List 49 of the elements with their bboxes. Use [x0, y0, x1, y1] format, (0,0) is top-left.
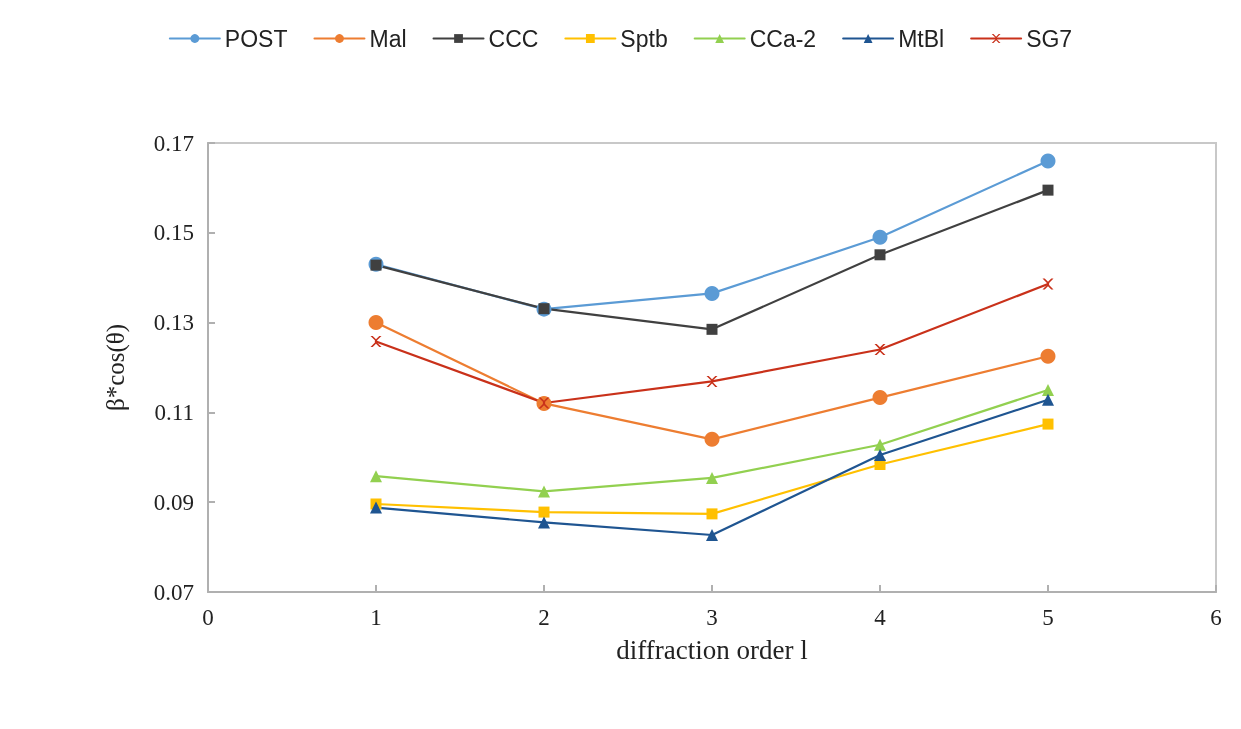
point: [1042, 383, 1054, 396]
y-tick-label: 0.09: [153, 489, 194, 515]
x-tick-label: 5: [1042, 605, 1054, 630]
point: [706, 508, 718, 520]
point: [704, 285, 720, 301]
x-tick-label: 4: [874, 605, 887, 630]
point: [1042, 418, 1054, 430]
point: [1040, 153, 1056, 169]
point: [370, 470, 382, 483]
x-tick-label: 1: [370, 605, 382, 630]
point: [704, 431, 720, 447]
point: [370, 501, 382, 514]
point: [706, 375, 718, 387]
point: [1042, 278, 1054, 290]
point: [874, 438, 886, 451]
legend-label: MtBl: [898, 25, 945, 52]
point: [1042, 184, 1054, 196]
x-tick-label: 2: [538, 605, 550, 630]
point: [874, 344, 886, 356]
legend-label: CCa-2: [749, 25, 817, 52]
point: [706, 471, 718, 484]
legend-label: Sptb: [620, 25, 668, 52]
y-tick-label: 0.17: [153, 130, 194, 156]
legend-label: CCC: [488, 25, 539, 52]
point: [538, 516, 550, 529]
y-tick-label: 0.07: [153, 579, 194, 605]
point: [538, 506, 550, 518]
y-axis-title: β*cos(θ): [102, 323, 130, 412]
point: [872, 390, 888, 406]
y-tick-label: 0.13: [153, 310, 194, 336]
point: [706, 323, 718, 335]
legend-label: Mal: [369, 25, 407, 52]
legend-label: POST: [224, 25, 288, 52]
point: [1042, 393, 1054, 406]
x-axis-title: diffraction order l: [616, 634, 808, 665]
point: [874, 449, 886, 462]
point: [874, 249, 886, 261]
point: [1040, 348, 1056, 364]
legend-label: SG7: [1026, 25, 1073, 52]
point: [370, 335, 382, 347]
point: [872, 229, 888, 245]
point: [706, 528, 718, 541]
y-tick-label: 0.15: [153, 220, 194, 246]
x-tick-label: 6: [1210, 605, 1222, 630]
x-tick-label: 0: [202, 605, 214, 630]
y-tick-label: 0.11: [154, 399, 194, 425]
point: [538, 485, 550, 498]
point: [368, 315, 384, 331]
x-tick-label: 3: [706, 605, 718, 630]
